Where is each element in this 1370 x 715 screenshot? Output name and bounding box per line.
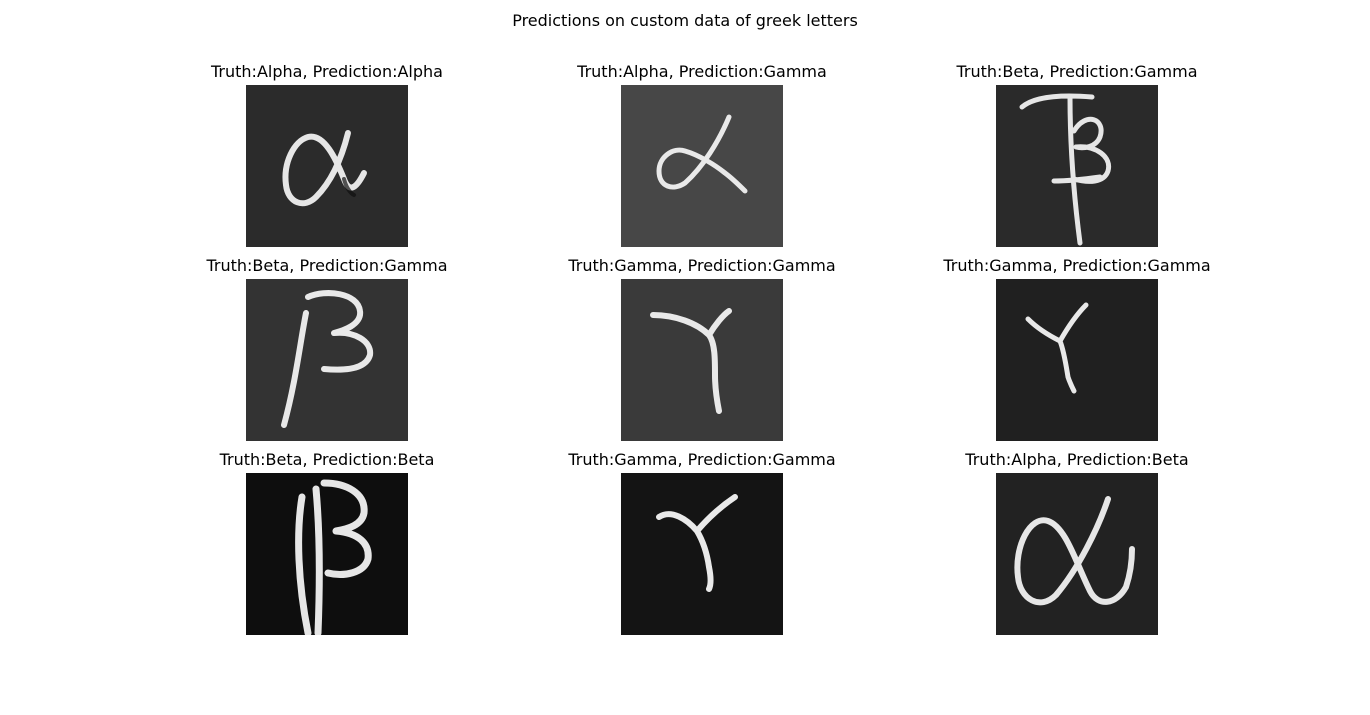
prediction-panel: Truth:Alpha, Prediction:Alpha xyxy=(177,62,477,248)
handwritten-alpha-image xyxy=(996,473,1158,635)
panel-title: Truth:Alpha, Prediction:Gamma xyxy=(577,62,827,81)
panel-title: Truth:Gamma, Prediction:Gamma xyxy=(568,256,836,275)
prediction-panel: Truth:Gamma, Prediction:Gamma xyxy=(927,256,1227,442)
panel-title: Truth:Beta, Prediction:Beta xyxy=(219,450,435,469)
handwritten-beta-image xyxy=(246,279,408,441)
image-background xyxy=(246,279,408,441)
panel-title: Truth:Beta, Prediction:Gamma xyxy=(956,62,1198,81)
prediction-panel: Truth:Gamma, Prediction:Gamma xyxy=(552,256,852,442)
gamma-stroke xyxy=(656,494,738,592)
beta-stroke xyxy=(281,290,374,428)
alpha-stroke xyxy=(656,114,748,194)
image-background xyxy=(246,85,408,247)
image-background xyxy=(621,473,783,635)
prediction-panel: Truth:Alpha, Prediction:Beta xyxy=(927,450,1227,636)
beta-stroke xyxy=(295,479,372,635)
handwritten-alpha-image xyxy=(246,85,408,247)
prediction-panel: Truth:Beta, Prediction:Gamma xyxy=(927,62,1227,248)
figure-title: Predictions on custom data of greek lett… xyxy=(512,11,858,30)
image-background xyxy=(621,279,783,441)
handwritten-gamma-image xyxy=(996,279,1158,441)
handwritten-beta-image xyxy=(996,85,1158,247)
prediction-panel: Truth:Beta, Prediction:Gamma xyxy=(177,256,477,442)
handwritten-gamma-image xyxy=(621,279,783,441)
handwritten-gamma-image xyxy=(621,473,783,635)
panel-title: Truth:Beta, Prediction:Gamma xyxy=(206,256,448,275)
gamma-stroke xyxy=(650,308,732,414)
prediction-panel: Truth:Alpha, Prediction:Gamma xyxy=(552,62,852,248)
image-background xyxy=(246,473,408,635)
gamma-stroke xyxy=(1025,302,1089,394)
alpha-stroke-shadow xyxy=(342,177,356,197)
panel-title: Truth:Alpha, Prediction:Alpha xyxy=(211,62,443,81)
alpha-stroke xyxy=(1014,496,1135,606)
panel-title: Truth:Alpha, Prediction:Beta xyxy=(965,450,1189,469)
handwritten-alpha-image xyxy=(621,85,783,247)
panel-title: Truth:Gamma, Prediction:Gamma xyxy=(943,256,1211,275)
prediction-panel: Truth:Gamma, Prediction:Gamma xyxy=(552,450,852,636)
handwritten-beta-image xyxy=(246,473,408,635)
prediction-panel: Truth:Beta, Prediction:Beta xyxy=(177,450,477,636)
beta-stroke xyxy=(1019,93,1112,246)
panel-title: Truth:Gamma, Prediction:Gamma xyxy=(568,450,836,469)
image-background xyxy=(996,279,1158,441)
